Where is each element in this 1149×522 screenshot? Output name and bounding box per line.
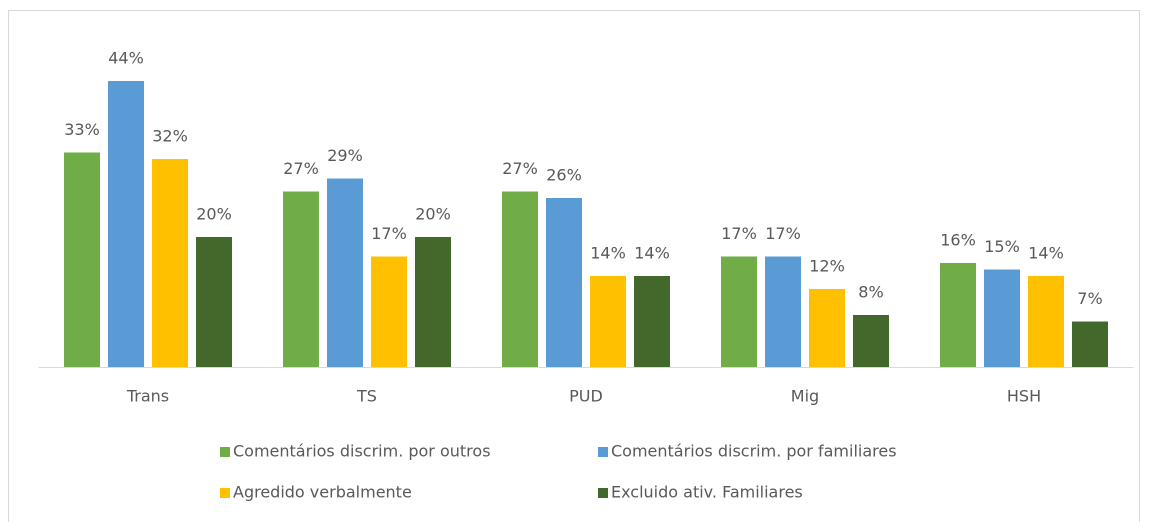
data-label: 17%	[765, 224, 801, 243]
data-label: 17%	[721, 224, 757, 243]
x-tick-label: PUD	[569, 387, 603, 406]
data-label: 27%	[283, 159, 319, 178]
x-tick-label: Mig	[791, 387, 819, 406]
data-label: 32%	[152, 127, 188, 146]
data-label: 17%	[371, 224, 407, 243]
legend-swatch	[220, 488, 230, 498]
data-label: 20%	[196, 205, 232, 224]
legend-label: Agredido verbalmente	[233, 483, 412, 502]
data-label: 20%	[415, 205, 451, 224]
bar	[984, 269, 1020, 367]
bar	[283, 191, 319, 367]
bar	[809, 289, 845, 367]
data-label: 29%	[327, 146, 363, 165]
bar	[196, 237, 232, 367]
x-tick-label: TS	[356, 387, 377, 406]
legend-label: Excluido ativ. Familiares	[611, 483, 803, 502]
x-tick-label: HSH	[1007, 387, 1041, 406]
bar	[1072, 321, 1108, 367]
bar	[327, 178, 363, 367]
data-label: 14%	[1028, 244, 1064, 263]
chart-frame	[8, 10, 1140, 522]
data-label: 12%	[809, 257, 845, 276]
bar	[1028, 276, 1064, 367]
legend-label: Comentários discrim. por outros	[233, 442, 491, 461]
data-label: 14%	[634, 244, 670, 263]
x-tick-label: Trans	[126, 387, 169, 406]
bar	[940, 263, 976, 367]
data-label: 8%	[858, 283, 883, 302]
data-label: 14%	[590, 244, 626, 263]
bar	[721, 256, 757, 367]
bar	[765, 256, 801, 367]
bar	[152, 159, 188, 367]
bar	[415, 237, 451, 367]
data-label: 16%	[940, 231, 976, 250]
legend-label: Comentários discrim. por familiares	[611, 442, 897, 461]
bar	[108, 81, 144, 367]
legend-swatch	[598, 447, 608, 457]
data-label: 7%	[1077, 289, 1102, 308]
data-label: 27%	[502, 159, 538, 178]
bar	[590, 276, 626, 367]
bar	[634, 276, 670, 367]
data-label: 15%	[984, 237, 1020, 256]
bar	[502, 191, 538, 367]
data-label: 44%	[108, 49, 144, 68]
bar	[64, 152, 100, 367]
bar	[853, 315, 889, 367]
bar	[371, 256, 407, 367]
bar	[546, 198, 582, 367]
legend-swatch	[220, 447, 230, 457]
legend-swatch	[598, 488, 608, 498]
data-label: 26%	[546, 166, 582, 185]
data-label: 33%	[64, 120, 100, 139]
